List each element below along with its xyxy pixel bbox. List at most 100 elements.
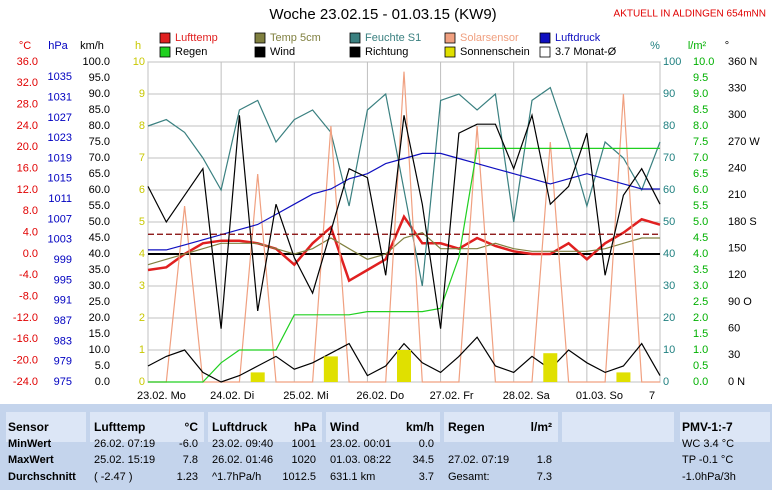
y-tick-label: 270 W (728, 136, 760, 148)
series-line (147, 214, 661, 283)
y-tick-label: 1007 (48, 213, 72, 225)
table-text: 1012.5 (282, 471, 316, 483)
table-cell (680, 412, 770, 442)
y-tick-label: 10.0 (89, 344, 110, 356)
table-cell (562, 412, 674, 442)
y-tick-label: 991 (54, 295, 72, 307)
y-tick-label: 983 (54, 335, 72, 347)
sunshine-bar (323, 356, 338, 382)
legend-swatch (444, 46, 456, 58)
y-tick-label: 16.0 (17, 163, 38, 175)
y-tick-label: 0 (139, 376, 145, 388)
y-tick-label: 4.5 (693, 232, 708, 244)
y-tick-label: 300 (728, 109, 746, 121)
y-tick-label: -24.0 (13, 376, 38, 388)
y-tick-label: 1015 (48, 173, 72, 185)
axis-title: km/h (80, 40, 104, 52)
y-tick-label: 5.5 (693, 200, 708, 212)
series-line (148, 152, 660, 251)
table-text: 1.8 (537, 454, 552, 466)
y-tick-label: 50 (663, 216, 675, 228)
sunshine-bar (397, 350, 411, 382)
legend-swatch (444, 32, 456, 44)
y-tick-label: 0.0 (23, 248, 38, 260)
series-line (147, 113, 661, 329)
y-tick-label: 25.0 (89, 296, 110, 308)
series-line (147, 336, 661, 383)
table-text: Durchschnitt (8, 471, 76, 483)
y-tick-label: 3 (139, 280, 145, 292)
legend-label: Sonnenschein (460, 46, 530, 58)
table-text: PMV-1:-7 (682, 420, 733, 434)
y-tick-label: 0 N (728, 376, 745, 388)
y-tick-label: 24.0 (17, 120, 38, 132)
y-tick-label: 10 (133, 56, 145, 68)
legend-label: Richtung (365, 46, 408, 58)
table-text: 1001 (292, 438, 316, 450)
y-tick-label: 7.5 (693, 136, 708, 148)
y-tick-label: 1003 (48, 234, 72, 246)
y-tick-label: -20.0 (13, 355, 38, 367)
y-tick-label: 2 (139, 312, 145, 324)
table-text: 26.02. 01:46 (212, 454, 273, 466)
y-tick-label: 995 (54, 274, 72, 286)
y-tick-label: 55.0 (89, 200, 110, 212)
table-text: Luftdruck (212, 420, 268, 434)
legend-swatch (349, 46, 361, 58)
y-tick-label: 4.0 (23, 227, 38, 239)
table-cell (444, 412, 558, 442)
y-tick-label: 8.0 (693, 120, 708, 132)
table-text: 7.8 (183, 454, 198, 466)
x-tick-label: 25.02. Mi (283, 390, 328, 402)
y-tick-label: -16.0 (13, 333, 38, 345)
table-text: 26.02. 07:19 (94, 438, 155, 450)
sunshine-bar (616, 372, 631, 382)
y-tick-label: 30 (663, 280, 675, 292)
y-tick-label: 4.0 (693, 248, 708, 260)
y-tick-label: 1.0 (693, 344, 708, 356)
table-text: Wind (330, 420, 359, 434)
y-tick-label: 240 (728, 163, 746, 175)
y-tick-label: 60 (663, 184, 675, 196)
y-tick-label: 1.5 (693, 328, 708, 340)
series-line (147, 86, 661, 287)
y-tick-label: 30.0 (89, 280, 110, 292)
y-tick-label: 80 (663, 120, 675, 132)
y-tick-label: 12.0 (17, 184, 38, 196)
y-tick-label: 8.0 (23, 205, 38, 217)
table-cell (90, 412, 204, 442)
y-tick-label: 10 (663, 344, 675, 356)
y-tick-label: 5.0 (95, 360, 110, 372)
axis-title: h (135, 40, 141, 52)
table-text: 25.02. 15:19 (94, 454, 155, 466)
y-tick-label: 3.0 (693, 280, 708, 292)
y-tick-label: 975 (54, 376, 72, 388)
y-tick-label: 80.0 (89, 120, 110, 132)
y-tick-label: 120 (728, 269, 746, 281)
table-text: °C (185, 420, 199, 434)
table-text: 1020 (292, 454, 316, 466)
table-text: 0.0 (419, 438, 434, 450)
table-text: Regen (448, 420, 485, 434)
y-tick-label: 75.0 (89, 136, 110, 148)
y-tick-label: 1027 (48, 112, 72, 124)
table-cell (326, 412, 440, 442)
sunshine-bar (250, 372, 265, 382)
table-text: 23.02. 09:40 (212, 438, 273, 450)
y-tick-label: 7.0 (693, 152, 708, 164)
axis-title: ° (725, 40, 729, 52)
y-tick-label: 6 (139, 184, 145, 196)
y-tick-label: 40 (663, 248, 675, 260)
y-tick-label: 90.0 (89, 88, 110, 100)
series-line (148, 147, 660, 383)
legend-swatch (254, 32, 266, 44)
subtitle: AKTUELL IN ALDINGEN 654mNN (614, 9, 766, 20)
legend-label: Regen (175, 46, 207, 58)
table-text: 3.7 (419, 471, 434, 483)
table-text: Gesamt: (448, 471, 490, 483)
table-text: ( -2.47 ) (94, 471, 133, 483)
y-tick-label: 987 (54, 315, 72, 327)
y-tick-label: 8 (139, 120, 145, 132)
y-tick-label: 30 (728, 349, 740, 361)
